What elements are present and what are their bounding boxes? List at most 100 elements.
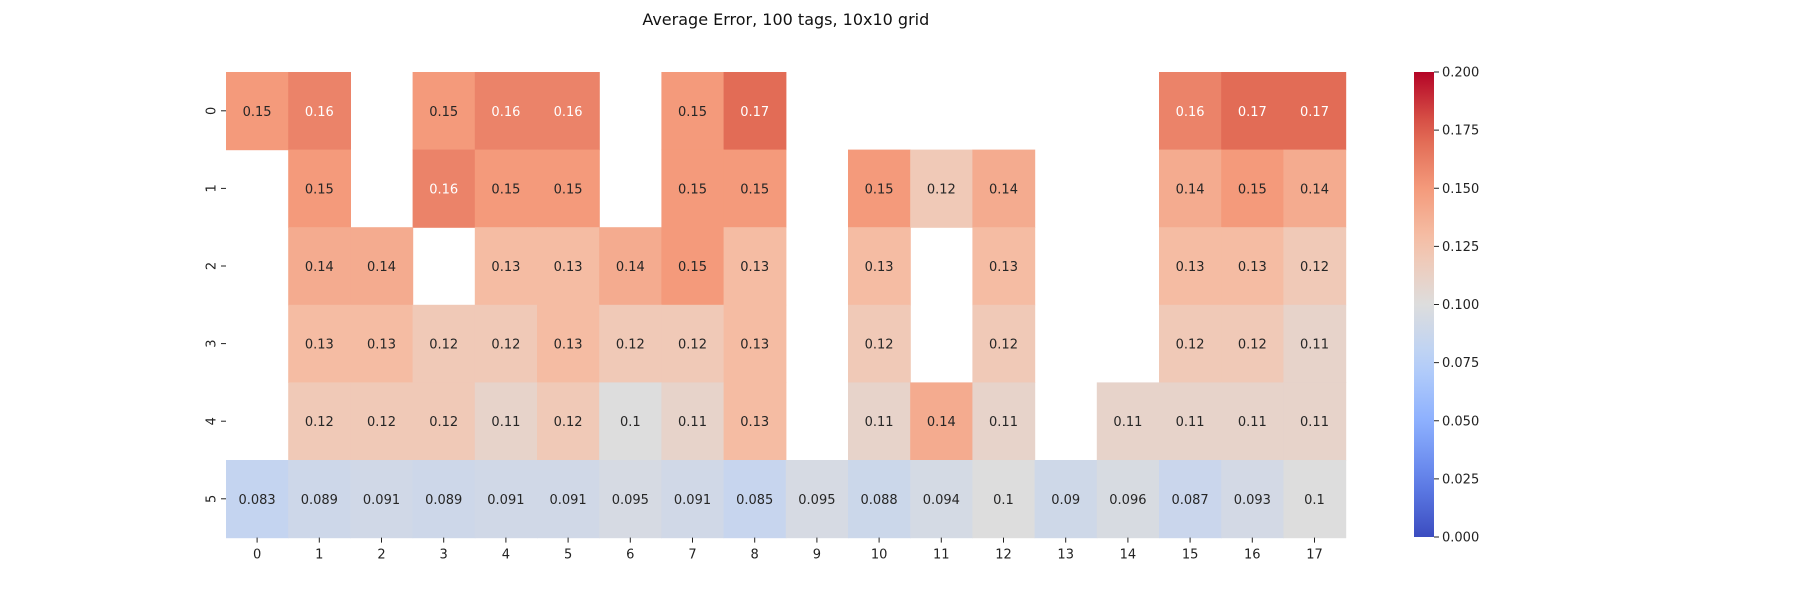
heatmap-cell xyxy=(972,227,1036,306)
cell-value-label: 0.16 xyxy=(491,105,520,120)
heatmap-cell xyxy=(474,460,538,539)
heatmap-cell xyxy=(723,149,787,228)
cell-value-label: 0.16 xyxy=(1176,105,1205,120)
cell-value-label: 0.15 xyxy=(678,260,707,275)
y-tick-label: 5 xyxy=(205,495,220,503)
heatmap-cell xyxy=(226,72,289,151)
cell-value-label: 0.096 xyxy=(1109,493,1146,508)
heatmap-cell xyxy=(537,460,600,539)
heatmap-cell xyxy=(661,382,725,461)
cell-value-label: 0.17 xyxy=(1300,105,1329,120)
heatmap-cell xyxy=(972,382,1036,461)
cell-value-label: 0.13 xyxy=(740,260,769,275)
y-tick-label: 4 xyxy=(205,417,220,425)
x-tick-label: 9 xyxy=(813,548,821,563)
heatmap-cell xyxy=(412,304,476,383)
heatmap-cell xyxy=(474,149,538,228)
chart-title: Average Error, 100 tags, 10x10 grid xyxy=(642,10,929,29)
cell-value-label: 0.15 xyxy=(491,182,520,197)
cell-value-label: 0.12 xyxy=(865,338,894,353)
cell-value-label: 0.16 xyxy=(305,105,334,120)
colorbar-tick-label: 0.000 xyxy=(1442,531,1479,546)
cell-value-label: 0.15 xyxy=(305,182,334,197)
heatmap-cell xyxy=(848,382,911,461)
colorbar-tick-label: 0.175 xyxy=(1442,124,1479,139)
colorbar-tick-label: 0.075 xyxy=(1442,356,1479,371)
heatmap-cell xyxy=(1283,227,1347,306)
heatmap-cell xyxy=(661,149,725,228)
heatmap-cell xyxy=(537,304,600,383)
cell-value-label: 0.13 xyxy=(305,338,334,353)
cell-value-label: 0.14 xyxy=(1176,182,1205,197)
cell-value-label: 0.15 xyxy=(678,105,707,120)
heatmap-cell xyxy=(661,227,725,306)
heatmap-cell xyxy=(288,382,351,461)
cell-value-label: 0.088 xyxy=(860,493,897,508)
cell-value-label: 0.12 xyxy=(429,415,458,430)
heatmap-cell xyxy=(412,72,476,151)
cell-value-label: 0.12 xyxy=(678,338,707,353)
heatmap-cell xyxy=(537,72,600,151)
cell-value-label: 0.089 xyxy=(425,493,462,508)
heatmap-cell xyxy=(1221,227,1284,306)
cell-value-label: 0.12 xyxy=(1176,338,1205,353)
colorbar-tick-label: 0.100 xyxy=(1442,298,1479,313)
cell-value-label: 0.13 xyxy=(740,338,769,353)
x-tick-label: 4 xyxy=(502,548,510,563)
cell-value-label: 0.083 xyxy=(238,493,275,508)
colorbar: 0.000 0.025 0.050 0.075 0.100 0.125 0.150 0.175… xyxy=(1414,66,1479,546)
cell-value-label: 0.12 xyxy=(367,415,396,430)
cell-value-label: 0.11 xyxy=(1300,338,1329,353)
y-axis: 0 1 2 3 4 5 xyxy=(205,107,226,503)
heatmap-cell xyxy=(350,382,414,461)
heatmap-cell xyxy=(661,304,725,383)
cell-value-label: 0.095 xyxy=(612,493,649,508)
heatmap-cell xyxy=(910,460,973,539)
cell-value-label: 0.17 xyxy=(1238,105,1267,120)
cell-value-label: 0.095 xyxy=(798,493,835,508)
colorbar-gradient xyxy=(1414,72,1434,537)
cell-value-label: 0.13 xyxy=(1176,260,1205,275)
heatmap-cell xyxy=(1283,460,1347,539)
cell-value-label: 0.15 xyxy=(429,105,458,120)
heatmap-cell xyxy=(661,72,725,151)
cell-value-label: 0.085 xyxy=(736,493,773,508)
heatmap-cell xyxy=(226,460,289,539)
heatmap-cell xyxy=(1159,227,1222,306)
cell-value-label: 0.1 xyxy=(620,415,641,430)
x-tick-label: 7 xyxy=(688,548,696,563)
heatmap-cell xyxy=(537,149,600,228)
heatmap-cell xyxy=(661,460,725,539)
x-tick-label: 1 xyxy=(315,548,323,563)
cell-value-label: 0.11 xyxy=(1300,415,1329,430)
y-tick-label: 1 xyxy=(205,184,220,192)
heatmap-cell xyxy=(1283,382,1347,461)
heatmap-cell xyxy=(848,227,911,306)
cell-value-label: 0.13 xyxy=(554,260,583,275)
cell-value-label: 0.16 xyxy=(554,105,583,120)
cell-value-label: 0.11 xyxy=(1176,415,1205,430)
cell-value-label: 0.13 xyxy=(1238,260,1267,275)
heatmap-cell xyxy=(1096,460,1160,539)
cell-value-label: 0.087 xyxy=(1171,493,1208,508)
cell-value-label: 0.15 xyxy=(865,182,894,197)
x-tick-label: 14 xyxy=(1120,548,1137,563)
heatmap-cell xyxy=(599,304,662,383)
x-tick-label: 5 xyxy=(564,548,572,563)
heatmap-cell xyxy=(1283,304,1347,383)
heatmap-cell xyxy=(1159,72,1222,151)
heatmap-cell xyxy=(474,227,538,306)
heatmap-cell xyxy=(848,149,911,228)
cell-value-label: 0.11 xyxy=(1113,415,1142,430)
cell-value-label: 0.15 xyxy=(554,182,583,197)
cell-value-label: 0.12 xyxy=(927,182,956,197)
heatmap-cell xyxy=(723,227,787,306)
colorbar-tick-label: 0.125 xyxy=(1442,240,1479,255)
cell-value-label: 0.12 xyxy=(429,338,458,353)
heatmap-cell xyxy=(1159,304,1222,383)
cell-value-label: 0.14 xyxy=(616,260,645,275)
heatmap-cell xyxy=(537,382,600,461)
heatmap-cell xyxy=(1283,149,1347,228)
cell-value-label: 0.12 xyxy=(1300,260,1329,275)
cell-value-label: 0.089 xyxy=(301,493,338,508)
